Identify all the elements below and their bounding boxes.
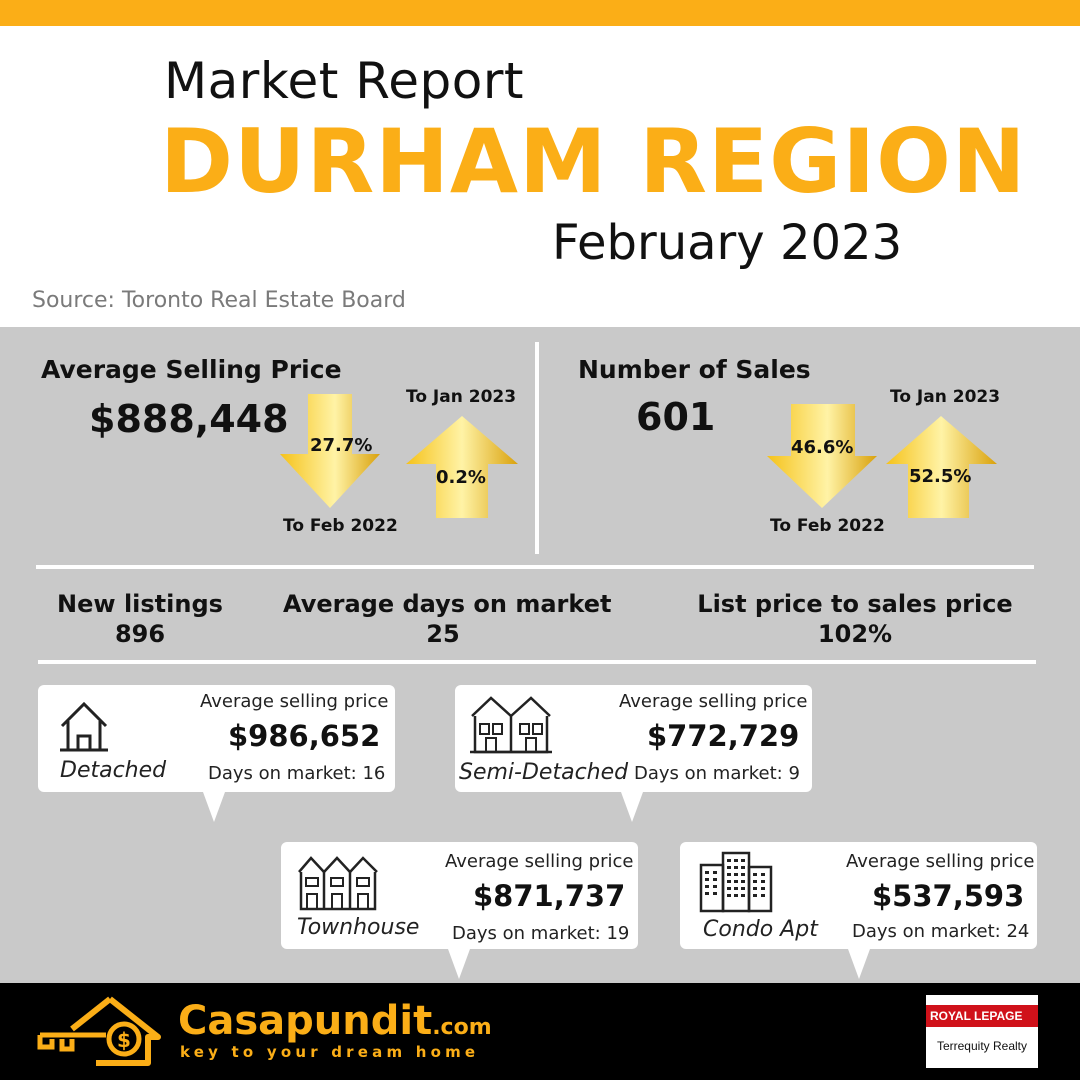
brand-tagline: key to your dream home — [180, 1043, 480, 1061]
metric-average-days: Average days on market 25 — [283, 590, 612, 648]
sales-title: Number of Sales — [578, 355, 811, 384]
metric-value: 25 — [426, 620, 460, 648]
up-arrow-icon — [406, 416, 518, 518]
avg-price-down-pct: 27.7% — [310, 435, 373, 456]
house-icon — [60, 701, 108, 752]
partner-logo-subtitle: Terrequity Realty — [936, 1039, 1028, 1053]
horizontal-divider — [36, 565, 1034, 569]
callout-tail — [848, 949, 870, 979]
property-card-semi-detached — [455, 685, 812, 792]
horizontal-divider — [38, 660, 1036, 664]
callout-tail — [203, 792, 225, 822]
report-month: February 2023 — [552, 215, 903, 271]
top-accent-bar — [0, 0, 1080, 26]
callout-tail — [621, 792, 643, 822]
metric-label: New listings — [57, 590, 223, 618]
avg-price-title: Average Selling Price — [41, 355, 342, 384]
price-value: $986,652 — [228, 719, 381, 753]
metric-label: Average days on market — [283, 590, 612, 618]
price-label: Average selling price — [200, 691, 389, 712]
days-on-market: Days on market: 24 — [852, 921, 1030, 942]
avg-price-up-pct: 0.2% — [436, 467, 486, 488]
property-card-condo — [680, 842, 1037, 949]
sales-up-label: To Jan 2023 — [890, 387, 1001, 407]
price-value: $537,593 — [872, 879, 1025, 913]
price-value: $871,737 — [473, 879, 626, 913]
metric-label: List price to sales price — [697, 590, 1013, 618]
key-house-logo-icon: $ — [37, 996, 161, 1066]
region-title: DURHAM REGION — [160, 110, 1027, 213]
avg-price-down-label: To Feb 2022 — [283, 516, 398, 536]
property-type-label: Townhouse — [297, 915, 420, 940]
property-card-detached — [38, 685, 395, 792]
days-on-market: Days on market: 9 — [634, 763, 800, 784]
price-value: $772,729 — [647, 719, 800, 753]
semi-detached-icon — [470, 696, 552, 754]
report-title: Market Report — [164, 52, 525, 110]
property-type-label: Detached — [60, 758, 167, 783]
price-label: Average selling price — [619, 691, 808, 712]
metric-value: 102% — [817, 620, 893, 648]
property-type-label: Condo Apt — [703, 917, 818, 942]
sales-down-label: To Feb 2022 — [770, 516, 885, 536]
metric-value: 896 — [114, 620, 166, 648]
down-arrow-icon — [280, 394, 380, 508]
brand-name-text: Casapundit — [178, 998, 433, 1044]
townhouse-icon — [298, 856, 378, 911]
sales-value: 601 — [636, 395, 716, 439]
sales-down-pct: 46.6% — [791, 437, 854, 458]
property-type-label: Semi-Detached — [459, 760, 629, 785]
partner-logo-title: ROYAL LEPAGE — [926, 1005, 1038, 1027]
days-on-market: Days on market: 16 — [208, 763, 386, 784]
metric-new-listings: New listings 896 — [40, 590, 240, 648]
svg-text:$: $ — [117, 1028, 131, 1052]
up-arrow-icon — [886, 416, 997, 518]
price-label: Average selling price — [846, 851, 1035, 872]
avg-price-value: $888,448 — [89, 397, 289, 441]
down-arrow-icon — [767, 404, 877, 508]
partner-logo: ROYAL LEPAGE Terrequity Realty — [926, 995, 1038, 1068]
callout-tail — [448, 949, 470, 979]
price-label: Average selling price — [445, 851, 634, 872]
footer-bar — [0, 983, 1080, 1080]
brand-name: Casapundit.com — [178, 998, 492, 1044]
metric-list-to-sales: List price to sales price 102% — [696, 590, 1014, 648]
avg-price-up-label: To Jan 2023 — [406, 387, 517, 407]
sales-up-pct: 52.5% — [909, 466, 972, 487]
brand-suffix: .com — [432, 1015, 492, 1040]
source-note: Source: Toronto Real Estate Board — [32, 288, 406, 313]
property-card-townhouse — [281, 842, 638, 949]
days-on-market: Days on market: 19 — [452, 923, 630, 944]
condo-building-icon — [699, 851, 773, 913]
vertical-divider — [535, 342, 539, 554]
